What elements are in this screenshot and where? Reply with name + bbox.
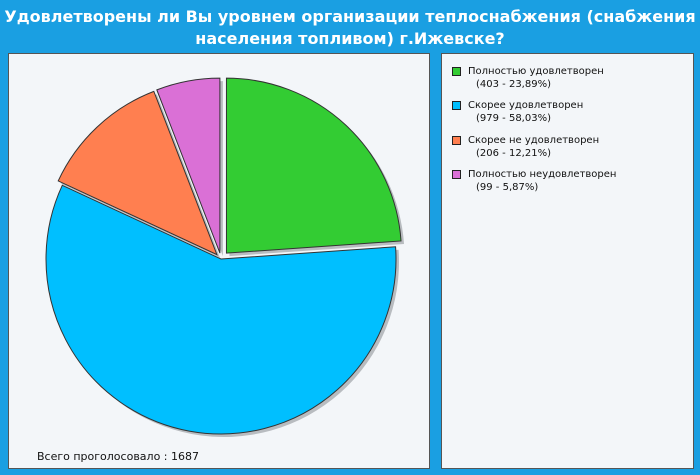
legend-label: Полностью неудовлетворен [468, 169, 617, 180]
legend-swatch [452, 170, 461, 179]
legend-detail: (979 - 58,03%) [476, 113, 551, 124]
legend-detail: (206 - 12,21%) [476, 148, 551, 159]
legend-label: Полностью удовлетворен [468, 66, 604, 77]
total-votes-label: Всего проголосовало : 1687 [37, 450, 199, 463]
pie-chart [45, 77, 405, 438]
legend-label: Скорее удовлетворен [468, 100, 584, 111]
plot-panel: Всего проголосовало : 1687 [8, 53, 430, 469]
legend-detail: (403 - 23,89%) [476, 79, 551, 90]
legend-swatch [452, 136, 461, 145]
legend-swatch [452, 101, 461, 110]
chart-title-line-1: Удовлетворены ли Вы уровнем организации … [4, 7, 696, 26]
chart-title: Удовлетворены ли Вы уровнем организации … [0, 6, 700, 50]
chart-title-line-2: населения топливом) г.Ижевске? [195, 29, 505, 48]
pie-slice-4 [156, 77, 221, 254]
pie-slice-3 [57, 90, 218, 256]
pie-slice-1 [225, 77, 402, 254]
pie-slice-2 [45, 184, 397, 435]
legend-detail: (99 - 5,87%) [476, 182, 539, 193]
legend-swatch [452, 67, 461, 76]
legend: Полностью удовлетворен (403 - 23,89%) Скор… [441, 53, 694, 469]
legend-label: Скорее не удовлетворен [468, 135, 600, 146]
